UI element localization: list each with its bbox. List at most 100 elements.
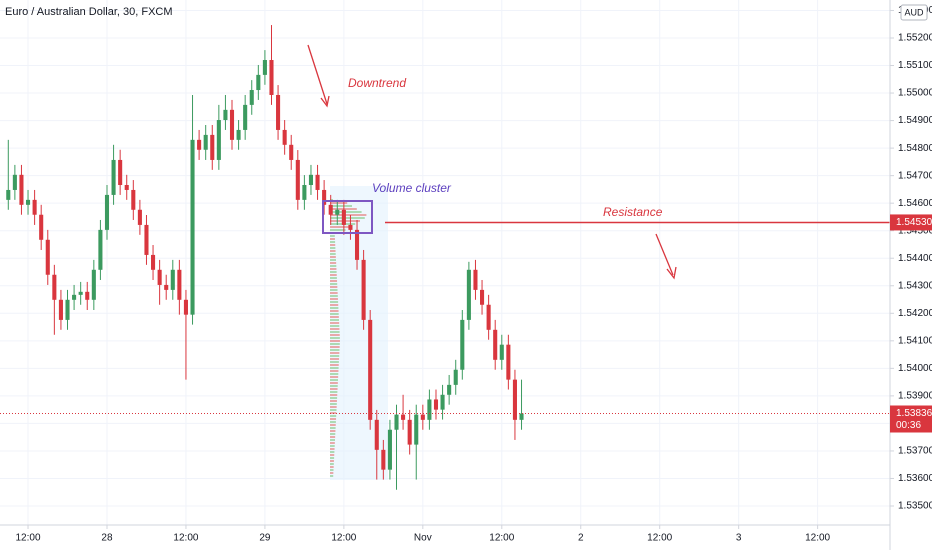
y-tick-label: 1.53700: [898, 446, 932, 457]
candle-body: [183, 299, 188, 315]
y-tick-label: 1.54900: [898, 115, 932, 126]
candle-body: [177, 269, 182, 300]
last-price-label: 1.53836: [896, 408, 932, 419]
candle-body: [236, 129, 241, 140]
candle-body: [374, 419, 379, 450]
y-tick-label: 1.54000: [898, 363, 932, 374]
candle-body: [493, 329, 498, 360]
candle-body: [354, 229, 360, 260]
candle-body: [25, 199, 31, 205]
x-tick-label: 12:00: [331, 533, 356, 544]
candle-body: [210, 134, 215, 160]
candle-body: [118, 159, 123, 186]
x-tick-label: 28: [101, 533, 113, 544]
x-tick-label: 12:00: [805, 533, 830, 544]
candle-body: [473, 269, 478, 290]
candle-body: [104, 194, 110, 230]
arrow-head: [666, 266, 677, 280]
candle-body: [466, 269, 471, 320]
price-label-bg: [890, 405, 932, 433]
y-tick-label: 1.54200: [898, 308, 932, 319]
candle-body: [302, 185, 307, 200]
candle-body: [506, 344, 511, 380]
arrow-head: [320, 95, 330, 108]
candle-body: [387, 429, 392, 470]
candle-body: [282, 129, 287, 145]
candle-body: [308, 174, 314, 186]
chart-title: Euro / Australian Dollar, 30, FXCM: [5, 6, 173, 18]
candle-body: [58, 299, 63, 320]
price-axis: [890, 0, 932, 550]
candle-body: [433, 399, 439, 410]
y-tick-label: 1.54100: [898, 335, 932, 346]
x-tick-label: 12:00: [647, 533, 672, 544]
candle-body: [480, 289, 485, 305]
candle-body: [460, 319, 465, 370]
candle-body: [335, 209, 340, 215]
arrow: [307, 44, 328, 105]
candle-body: [52, 274, 57, 300]
candle-body: [6, 189, 11, 200]
grid: [0, 0, 890, 525]
candle-body: [499, 344, 504, 360]
candle-body: [190, 139, 195, 315]
candle-body: [407, 419, 412, 445]
annotation: Volume cluster: [372, 181, 452, 195]
candle-body: [151, 254, 156, 270]
candle-body: [85, 291, 90, 300]
candle-body: [276, 94, 281, 130]
candle-body: [512, 379, 517, 420]
candle-body: [256, 74, 261, 91]
candle-body: [394, 414, 399, 430]
candle-body: [348, 224, 353, 230]
y-tick-label: 1.54600: [898, 198, 932, 209]
candles: [0, 25, 890, 490]
candle-body: [440, 394, 445, 410]
candle-body: [289, 144, 294, 160]
candle-body: [249, 90, 254, 105]
x-tick-label: 2: [578, 533, 584, 544]
candle-body: [65, 299, 70, 320]
x-tick-label: Nov: [414, 533, 432, 544]
candle-body: [111, 159, 116, 195]
candle-body: [216, 120, 221, 160]
x-tick-label: 12:00: [16, 533, 41, 544]
candle-body: [12, 174, 17, 190]
candle-body: [78, 291, 83, 295]
candle-body: [45, 239, 50, 275]
candle-body: [39, 214, 44, 240]
x-tick-label: 3: [736, 533, 742, 544]
candle-body: [229, 109, 235, 140]
candle-body: [381, 449, 386, 470]
y-tick-label: 1.53900: [898, 391, 932, 402]
x-tick-label: 12:00: [173, 533, 198, 544]
candle-body: [453, 369, 458, 385]
candle-body: [368, 319, 373, 420]
y-tick-label: 1.54400: [898, 253, 932, 264]
cluster-box: [322, 200, 373, 234]
candle-body: [328, 204, 333, 215]
candle-body: [223, 109, 228, 121]
currency-label[interactable]: AUD: [904, 7, 924, 17]
y-tick-label: 1.55200: [898, 33, 932, 44]
candle-body: [98, 229, 103, 270]
axes: 1.535001.536001.537001.538001.539001.540…: [16, 5, 932, 544]
candle-body: [124, 185, 129, 190]
candle-body: [203, 134, 208, 150]
candle-body: [243, 104, 248, 130]
volume-profile: [330, 199, 367, 477]
candle-body: [170, 269, 175, 290]
candle-body: [269, 60, 274, 95]
annotation: Downtrend: [348, 76, 406, 90]
y-tick-label: 1.54500: [898, 225, 932, 236]
y-tick-label: 1.54800: [898, 143, 932, 154]
candle-body: [19, 174, 24, 205]
candle-body: [414, 414, 419, 445]
currency-button[interactable]: [900, 4, 928, 21]
x-tick-label: 12:00: [489, 533, 514, 544]
candle-body: [262, 60, 267, 75]
countdown: 00:36: [896, 420, 921, 431]
candle-body: [341, 209, 346, 225]
candle-body: [486, 304, 491, 330]
